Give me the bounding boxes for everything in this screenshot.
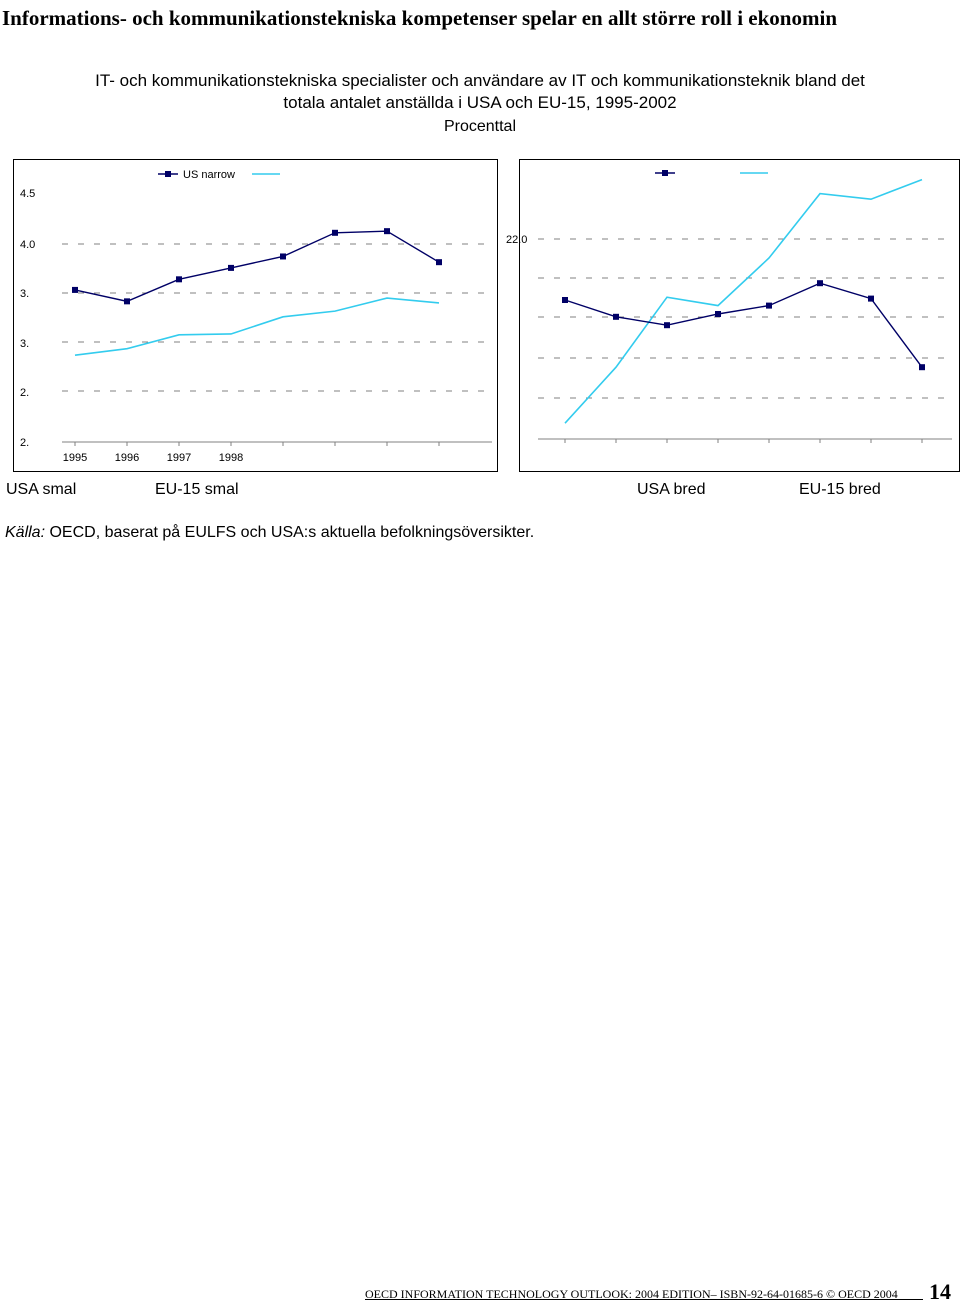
caption-usa-narrow: USA smal — [6, 481, 77, 498]
caption-usa-broad: USA bred — [637, 481, 706, 498]
left-x-tick-label-3: 1998 — [219, 452, 243, 464]
right-series-1-line — [564, 178, 923, 424]
left-y-tick-label-2: 3. — [20, 288, 29, 300]
right-series-0-point-3 — [715, 311, 721, 317]
left-y-tick-label-0: 4.5 — [20, 188, 35, 200]
footer-rule — [365, 1299, 923, 1300]
left-series-0-point-6 — [384, 228, 390, 235]
left-x-tick-label-2: 1997 — [167, 452, 191, 464]
right-series-0-point-6 — [868, 295, 874, 302]
left-chart-frame: 4.5 4.0 3. 3. 2. 2. 1995 1996 1997 1998 US narrow — [13, 159, 498, 472]
source-text: OECD, baserat på EULFS och USA:s aktuell… — [45, 524, 535, 541]
left-y-tick-label-1: 4.0 — [20, 239, 35, 251]
right-chart: 22.0 — [506, 170, 952, 443]
right-series-0-point-4 — [766, 302, 772, 309]
left-series-0-point-1 — [124, 298, 130, 305]
left-series-0-point-4 — [280, 253, 286, 260]
right-series-0-line — [564, 282, 923, 368]
left-series-0-line — [74, 230, 440, 303]
right-series-0-point-0 — [562, 297, 568, 303]
left-x-tick-label-0: 1995 — [63, 452, 87, 464]
right-series-0-point-7 — [919, 364, 925, 371]
left-series-1-line — [74, 297, 440, 356]
unit-label: Procenttal — [443, 118, 517, 135]
left-series-0-point-2 — [176, 276, 182, 283]
caption-eu-narrow: EU-15 smal — [155, 481, 239, 498]
left-x-tick-label-1: 1996 — [115, 452, 139, 464]
right-series-0-point-1 — [613, 313, 619, 320]
right-legend-usa-marker — [662, 170, 668, 176]
left-series-0-point-5 — [332, 229, 338, 236]
left-legend-usa-marker — [165, 171, 171, 177]
left-y-tick-label-4: 2. — [20, 387, 29, 399]
right-chart-frame: 22.0 — [506, 159, 960, 472]
right-series-0-point-5 — [817, 280, 823, 287]
left-chart: 4.5 4.0 3. 3. 2. 2. 1995 1996 1997 1998 US narrow — [20, 169, 492, 464]
page-number: 14 — [929, 1279, 951, 1304]
left-y-tick-label-5: 2. — [20, 437, 29, 449]
source-note: Källa: OECD, baserat på EULFS och USA:s … — [5, 524, 534, 542]
source-label: Källa: — [5, 524, 46, 541]
left-series-0-point-0 — [72, 286, 78, 293]
page-footer: OECD INFORMATION TECHNOLOGY OUTLOOK: 200… — [365, 1279, 955, 1304]
page-heading: Informations- och kommunikationstekniska… — [2, 6, 837, 30]
left-y-tick-label-3: 3. — [20, 338, 29, 350]
chart-subtitle: IT- och kommunikationstekniska specialis… — [0, 70, 960, 114]
subtitle-line-1: IT- och kommunikationstekniska specialis… — [95, 71, 865, 90]
caption-eu-broad: EU-15 bred — [799, 481, 881, 498]
right-y-tick-label-0: 22.0 — [506, 234, 527, 246]
left-legend-label: US narrow — [183, 169, 235, 181]
left-series-0-point-3 — [228, 264, 234, 271]
footer-text: OECD INFORMATION TECHNOLOGY OUTLOOK: 200… — [365, 1287, 898, 1301]
left-series-0-point-7 — [436, 259, 442, 266]
subtitle-line-2: totala antalet anställda i USA och EU-15… — [283, 93, 677, 112]
right-series-0-point-2 — [664, 322, 670, 329]
